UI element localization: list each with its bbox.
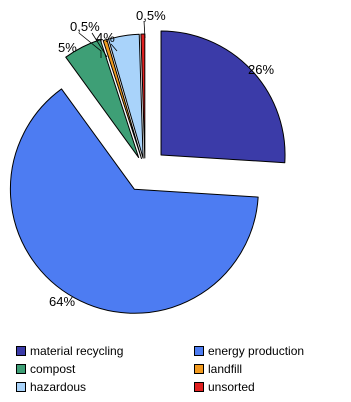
legend-swatch-energy-production (194, 345, 204, 356)
legend-label-compost: compost (30, 361, 76, 376)
leader-line-2 (110, 43, 118, 52)
legend-item-compost: compost (16, 361, 194, 376)
legend-label-landfill: landfill (208, 361, 243, 376)
data-label-energy-production: 64% (49, 294, 75, 309)
legend-swatch-hazardous (16, 381, 26, 392)
leader-line-1 (91, 32, 108, 58)
legend-item-material-recycling: material recycling (16, 343, 194, 358)
data-label-hazardous: 4% (96, 30, 115, 45)
legend-item-unsorted: unsorted (194, 379, 351, 394)
legend-swatch-compost (16, 363, 26, 374)
pie-slice-compost (65, 39, 140, 159)
data-label-landfill: 0,5% (70, 19, 100, 34)
legend-swatch-landfill (194, 363, 204, 374)
data-label-compost: 5% (58, 40, 77, 55)
legend-label-hazardous: hazardous (30, 379, 87, 394)
legend-swatch-unsorted (194, 381, 204, 392)
leader-line-0 (78, 32, 102, 58)
data-label-material-recycling: 26% (248, 62, 274, 77)
pie-slice-material-recycling (160, 30, 286, 164)
data-label-unsorted: 0,5% (136, 8, 166, 23)
pie-slice-hazardous (108, 33, 144, 159)
pie-slice-landfill (102, 38, 142, 160)
legend-item-hazardous: hazardous (16, 379, 194, 394)
legend-label-energy-production: energy production (208, 343, 305, 358)
legend-label-material-recycling: material recycling (30, 343, 124, 358)
pie-chart: 26%64%5%0,5%4%0,5% (9, 8, 286, 314)
chart-legend: material recycling energy production com… (16, 343, 351, 394)
pie-slice-energy-production (9, 88, 259, 314)
legend-label-unsorted: unsorted (208, 379, 255, 394)
legend-swatch-material-recycling (16, 345, 26, 356)
leader-line-3 (143, 20, 146, 39)
legend-item-energy-production: energy production (194, 343, 351, 358)
legend-item-landfill: landfill (194, 361, 351, 376)
